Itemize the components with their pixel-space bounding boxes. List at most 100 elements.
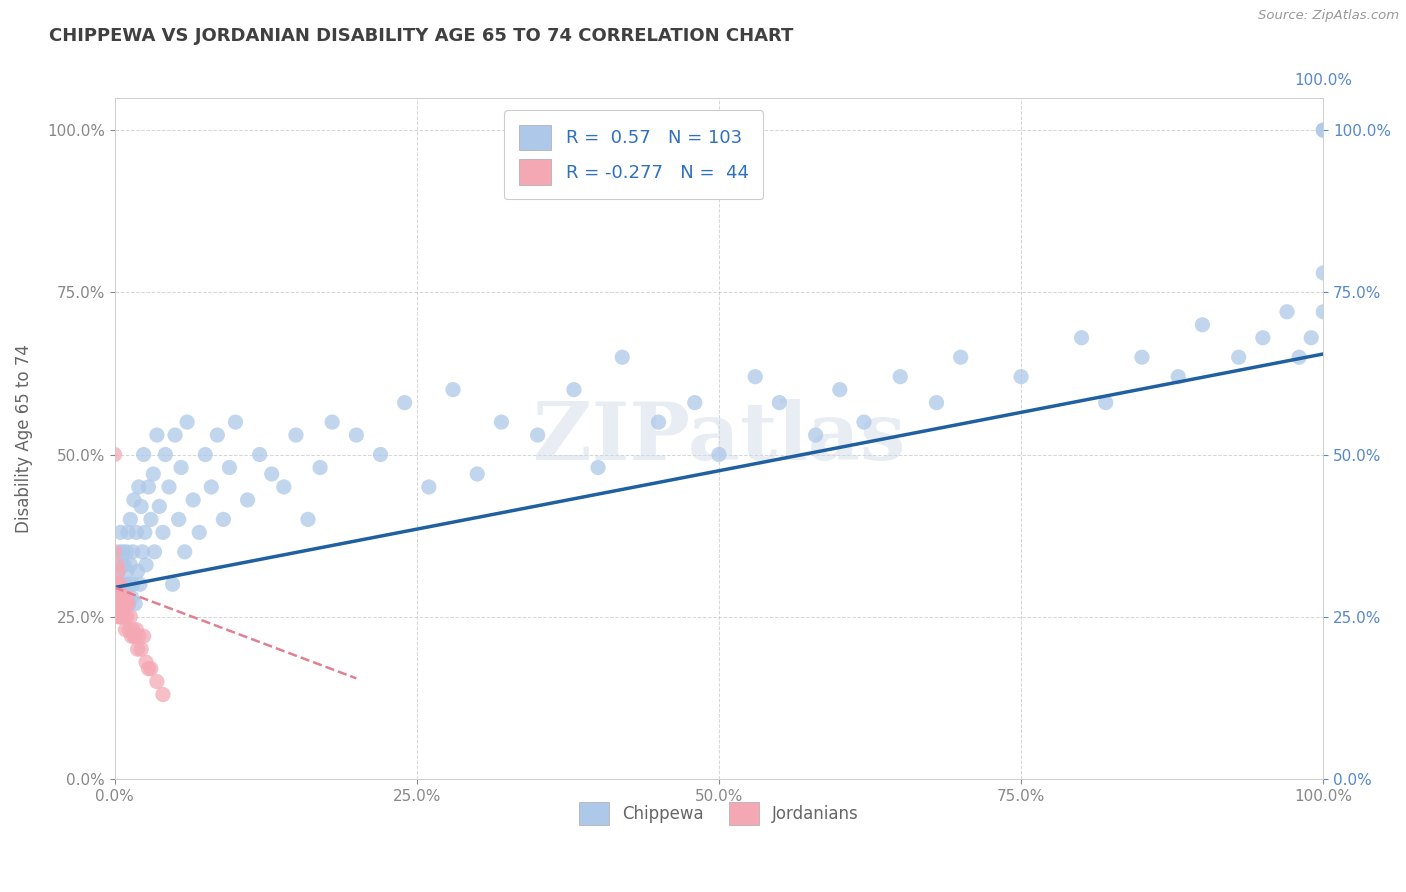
Point [181, 492, 204, 507]
Point [418, 480, 440, 494]
Point [768, 395, 790, 409]
Point [104, 591, 127, 605]
Point [132, 629, 155, 643]
Point [465, 467, 488, 481]
Text: Source: ZipAtlas.com: Source: ZipAtlas.com [1258, 9, 1399, 22]
Point [135, 655, 157, 669]
Point [120, 512, 142, 526]
Point [115, 564, 138, 578]
Point [194, 448, 217, 462]
Point [118, 577, 141, 591]
Point [118, 623, 141, 637]
Point [128, 629, 150, 643]
Point [112, 558, 135, 572]
Point [108, 577, 131, 591]
Point [852, 415, 875, 429]
Point [142, 467, 165, 481]
Point [212, 512, 235, 526]
Point [236, 492, 259, 507]
Point [108, 597, 131, 611]
Point [139, 662, 162, 676]
Point [110, 525, 132, 540]
Point [111, 591, 134, 605]
Point [127, 642, 149, 657]
Point [143, 545, 166, 559]
Point [114, 597, 136, 611]
Point [162, 577, 184, 591]
Point [1167, 369, 1189, 384]
Point [218, 460, 240, 475]
Point [249, 448, 271, 462]
Point [200, 480, 222, 494]
Point [152, 525, 174, 540]
Point [138, 480, 160, 494]
Point [562, 383, 585, 397]
Point [1094, 395, 1116, 409]
Point [155, 448, 177, 462]
Point [586, 460, 609, 475]
Point [115, 609, 138, 624]
Point [925, 395, 948, 409]
Point [188, 525, 211, 540]
Point [1312, 123, 1334, 137]
Point [110, 609, 132, 624]
Point [1288, 350, 1310, 364]
Legend: Chippewa, Jordanians: Chippewa, Jordanians [572, 795, 866, 832]
Point [107, 564, 129, 578]
Point [128, 480, 150, 494]
Point [111, 577, 134, 591]
Point [612, 350, 634, 364]
Point [441, 383, 464, 397]
Point [138, 662, 160, 676]
Point [115, 591, 138, 605]
Point [949, 350, 972, 364]
Point [117, 597, 139, 611]
Point [107, 609, 129, 624]
Point [297, 512, 319, 526]
Point [167, 512, 190, 526]
Point [491, 415, 513, 429]
Point [134, 525, 156, 540]
Point [1227, 350, 1250, 364]
Point [152, 688, 174, 702]
Point [173, 545, 195, 559]
Point [121, 545, 143, 559]
Point [111, 609, 134, 624]
Point [107, 577, 129, 591]
Point [118, 597, 141, 611]
Point [1010, 369, 1032, 384]
Point [127, 564, 149, 578]
Point [526, 428, 548, 442]
Point [1301, 331, 1323, 345]
Point [112, 591, 135, 605]
Point [370, 448, 392, 462]
Point [707, 448, 730, 462]
Point [889, 369, 911, 384]
Point [122, 492, 145, 507]
Point [120, 609, 142, 624]
Point [1191, 318, 1213, 332]
Point [110, 597, 132, 611]
Point [1070, 331, 1092, 345]
Point [124, 597, 146, 611]
Point [170, 460, 193, 475]
Point [125, 623, 148, 637]
Point [683, 395, 706, 409]
Point [157, 480, 180, 494]
Point [260, 467, 283, 481]
Point [344, 428, 367, 442]
Point [394, 395, 416, 409]
Point [107, 577, 129, 591]
Point [273, 480, 295, 494]
Point [284, 428, 307, 442]
Point [112, 591, 135, 605]
Point [121, 577, 143, 591]
Point [1275, 305, 1298, 319]
Y-axis label: Disability Age 65 to 74: Disability Age 65 to 74 [15, 344, 32, 533]
Point [146, 674, 169, 689]
Point [121, 623, 143, 637]
Point [114, 597, 136, 611]
Point [108, 545, 131, 559]
Point [148, 500, 170, 514]
Point [163, 428, 186, 442]
